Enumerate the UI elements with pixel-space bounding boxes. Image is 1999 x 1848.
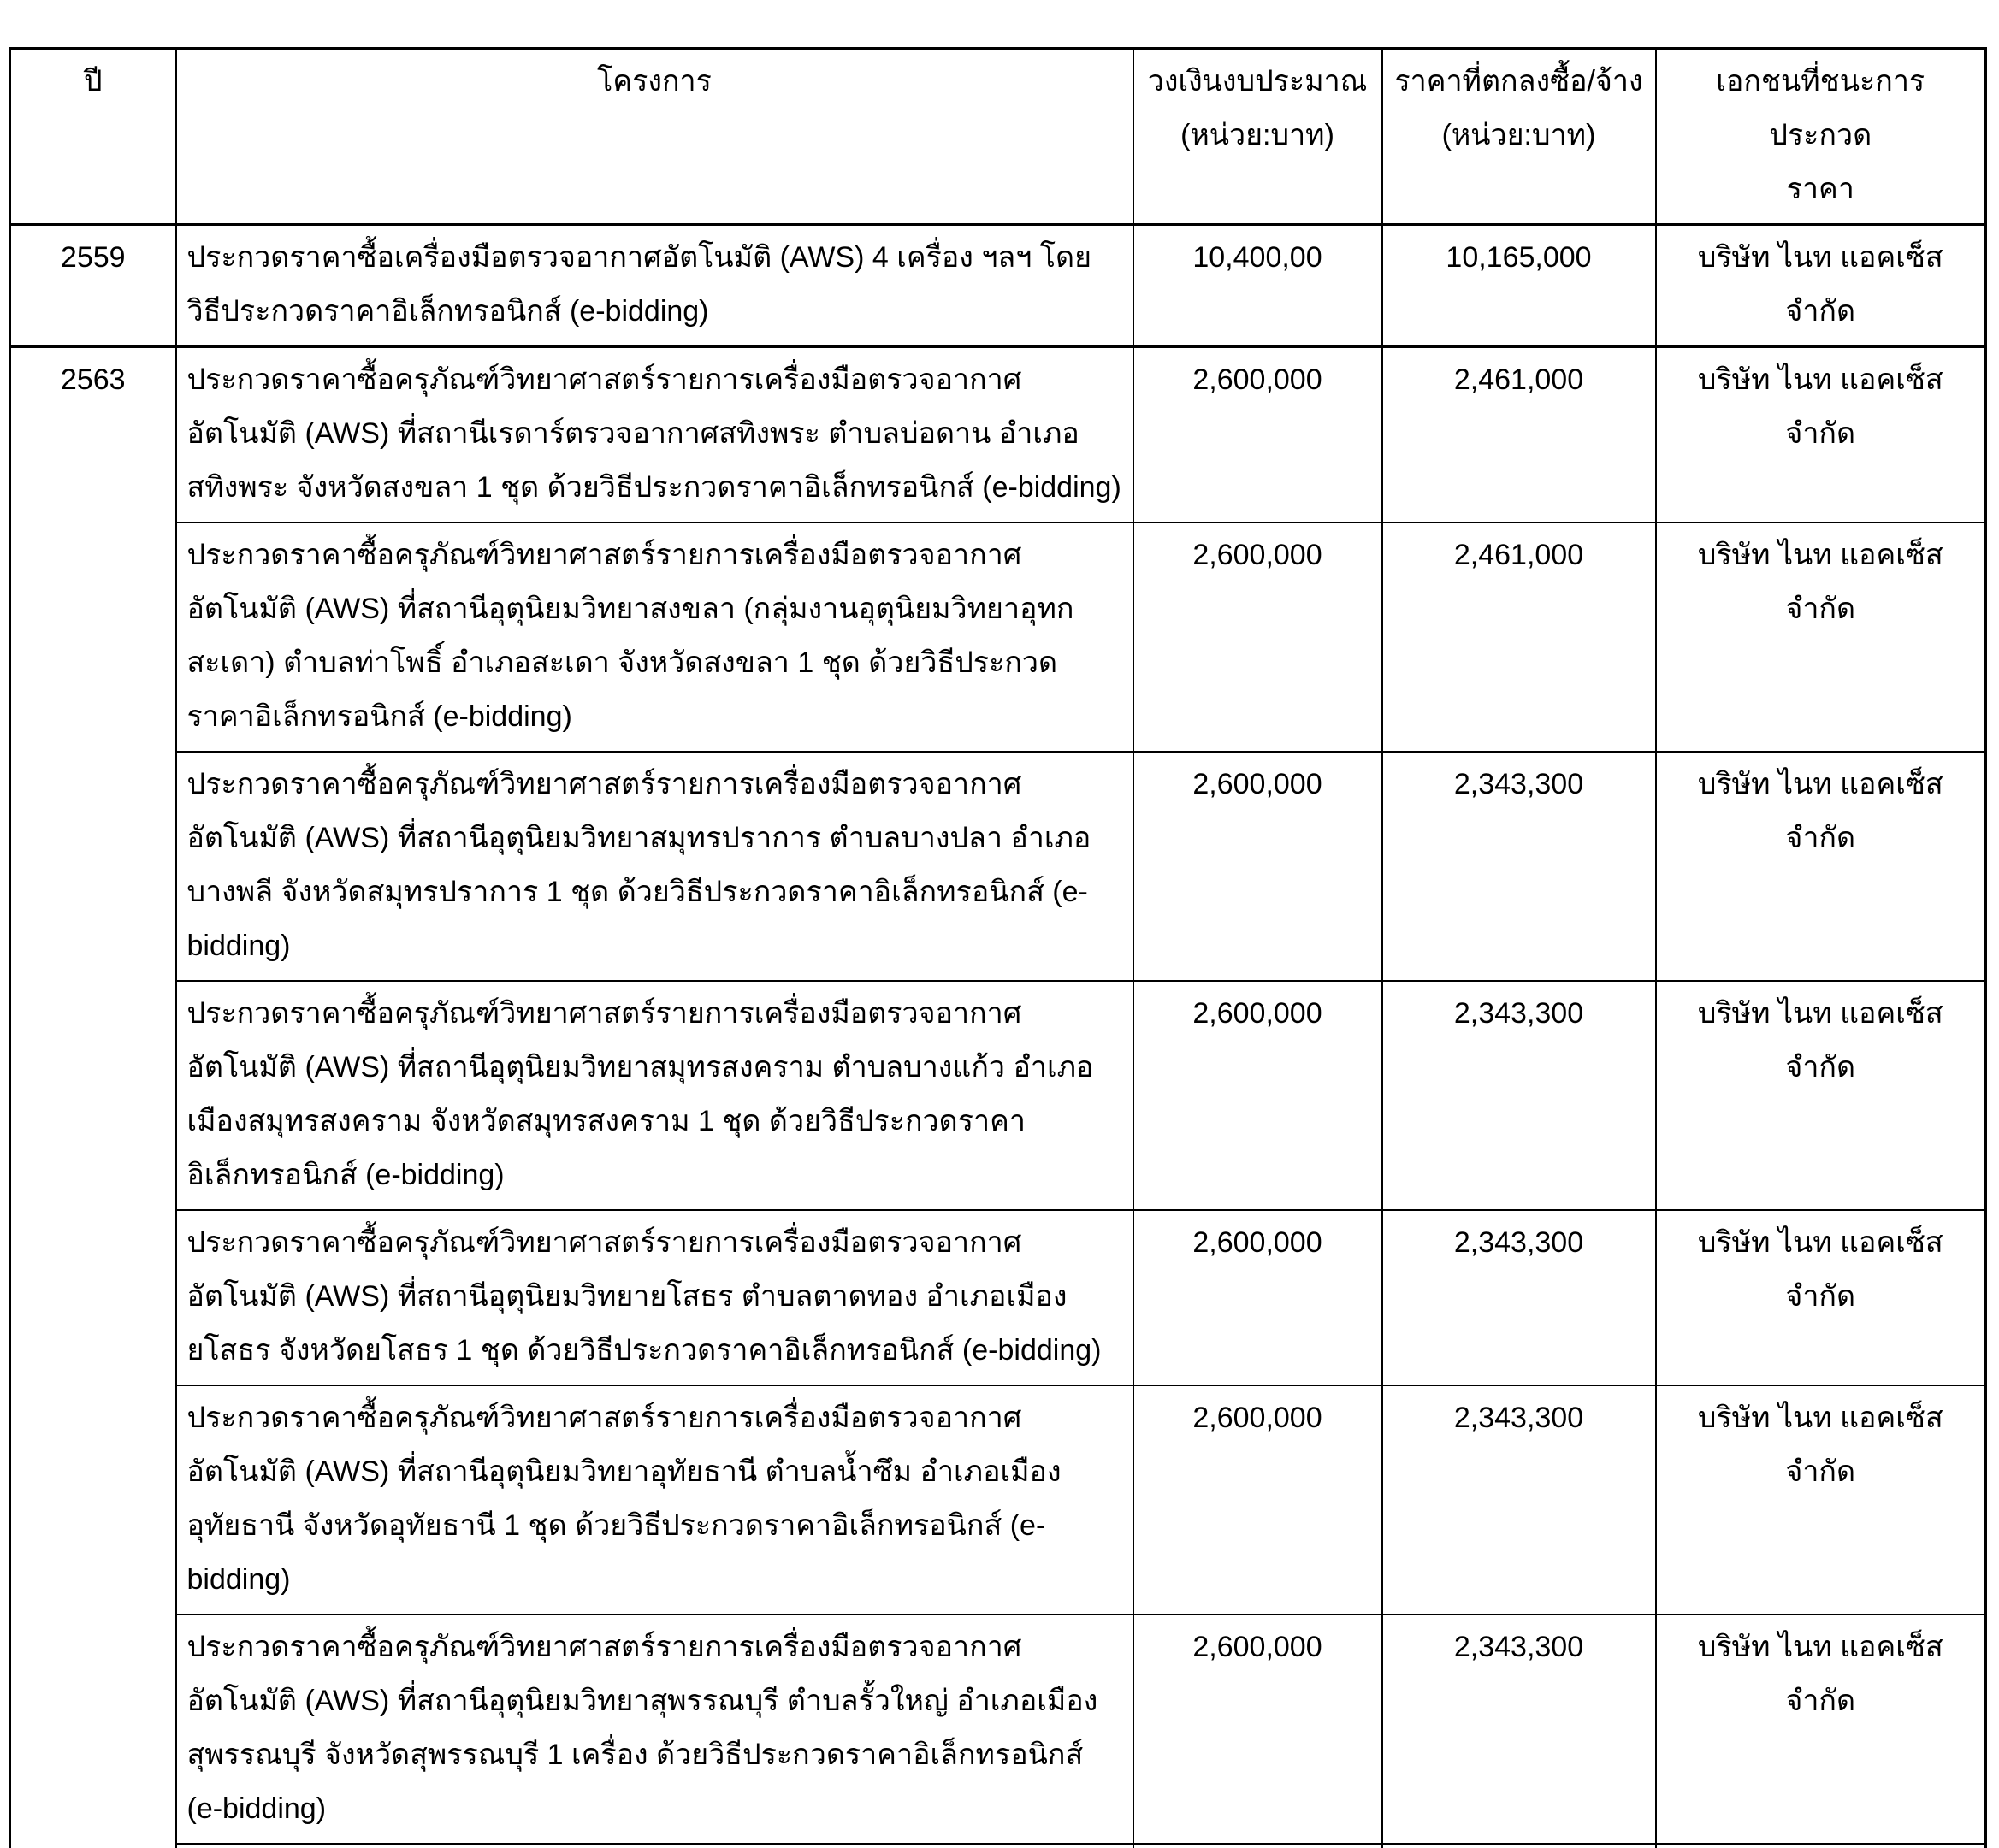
header-budget-line1: วงเงินงบประมาณ <box>1147 65 1368 97</box>
winner-cell: บริษัท ไนท แอคเซ็ส จำกัด <box>1654 1385 1987 1615</box>
project-cell: ประกวดราคาซื้อครุภัณฑ์วิทยาศาสตร์รายการเ… <box>174 1614 1134 1845</box>
winner-cell: บริษัท ไนท แอคเซ็ส จำกัด <box>1654 223 1987 348</box>
header-winner-line2: ราคา <box>1786 173 1854 205</box>
agreed-price-cell: 10,165,000 <box>1381 223 1657 348</box>
header-budget-line2: (หน่วย:บาท) <box>1180 119 1334 151</box>
project-cell: ประกวดราคาซื้อครุภัณฑ์วิทยาศาสตร์รายการเ… <box>174 345 1134 523</box>
procurement-table: ปี โครงการ วงเงินงบประมาณ (หน่วย:บาท) รา… <box>9 47 1987 1848</box>
project-cell: ประกวดราคาซื้อครุภัณฑ์วิทยาศาสตร์รายการเ… <box>174 1843 1134 1848</box>
table-row: ประกวดราคาซื้อครุภัณฑ์วิทยาศาสตร์รายการเ… <box>10 1614 1987 1845</box>
budget-cell: 2,600,000 <box>1132 345 1383 523</box>
header-cell-year: ปี <box>9 47 177 226</box>
budget-cell: 2,600,000 <box>1132 1843 1383 1848</box>
project-cell: ประกวดราคาซื้อครุภัณฑ์วิทยาศาสตร์รายการเ… <box>174 980 1134 1211</box>
table-row: ประกวดราคาซื้อครุภัณฑ์วิทยาศาสตร์รายการเ… <box>10 751 1987 982</box>
agreed-price-cell: 2,343,300 <box>1381 1209 1657 1386</box>
year-cell: 2563 <box>9 345 177 1848</box>
budget-cell: 10,400,00 <box>1132 223 1383 348</box>
project-cell: ประกวดราคาซื้อครุภัณฑ์วิทยาศาสตร์รายการเ… <box>174 1209 1134 1386</box>
table-row: ประกวดราคาซื้อครุภัณฑ์วิทยาศาสตร์รายการเ… <box>10 1385 1987 1615</box>
agreed-price-cell: 2,461,000 <box>1381 522 1657 753</box>
header-agreed-price-line1: ราคาที่ตกลงซื้อ/จ้าง <box>1394 65 1643 97</box>
winner-cell: บริษัท ไนท แอคเซ็ส จำกัด <box>1654 345 1987 523</box>
table-row: 2559 ประกวดราคาซื้อเครื่องมือตรวจอากาศอั… <box>9 223 1987 348</box>
header-project-line1: โครงการ <box>597 65 712 97</box>
header-winner-line1: เอกชนที่ชนะการประกวด <box>1716 65 1925 151</box>
budget-cell: 2,600,000 <box>1132 1385 1383 1615</box>
year-cell: 2559 <box>9 223 177 348</box>
winner-cell: บริษัท ไนท แอคเซ็ส จำกัด <box>1654 751 1987 982</box>
table-row: ประกวดราคาซื้อครุภัณฑ์วิทยาศาสตร์รายการเ… <box>10 980 1987 1211</box>
budget-cell: 2,600,000 <box>1132 1209 1383 1386</box>
table-row: ประกวดราคาซื้อครุภัณฑ์วิทยาศาสตร์รายการเ… <box>10 522 1987 753</box>
agreed-price-cell: 2,343,300 <box>1381 1614 1657 1845</box>
project-cell: ประกวดราคาซื้อเครื่องมือตรวจอากาศอัตโนมั… <box>174 223 1134 348</box>
table-row: ประกวดราคาซื้อครุภัณฑ์วิทยาศาสตร์รายการเ… <box>10 1209 1987 1386</box>
header-cell-project: โครงการ <box>174 47 1134 226</box>
agreed-price-cell: 2,343,300 <box>1381 1385 1657 1615</box>
winner-cell: บริษัท ไนท แอคเซ็ส จำกัด <box>1654 980 1987 1211</box>
table-row: ประกวดราคาซื้อครุภัณฑ์วิทยาศาสตร์รายการเ… <box>10 1843 1987 1848</box>
table-row: 2563 ประกวดราคาซื้อครุภัณฑ์วิทยาศาสตร์รา… <box>9 345 1987 1848</box>
budget-cell: 2,600,000 <box>1132 1614 1383 1845</box>
agreed-price-cell: 2,343,300 <box>1381 1843 1657 1848</box>
winner-cell: บริษัท ไนท แอคเซ็ส จำกัด <box>1654 1843 1987 1848</box>
agreed-price-cell: 2,461,000 <box>1381 345 1657 523</box>
header-agreed-price-line2: (หน่วย:บาท) <box>1441 119 1596 151</box>
budget-cell: 2,600,000 <box>1132 980 1383 1211</box>
header-cell-winner: เอกชนที่ชนะการประกวด ราคา <box>1654 47 1987 226</box>
agreed-price-cell: 2,343,300 <box>1381 980 1657 1211</box>
winner-cell: บริษัท ไนท แอคเซ็ส จำกัด <box>1654 1209 1987 1386</box>
header-cell-agreed-price: ราคาที่ตกลงซื้อ/จ้าง (หน่วย:บาท) <box>1381 47 1657 226</box>
header-row: ปี โครงการ วงเงินงบประมาณ (หน่วย:บาท) รา… <box>9 47 1987 226</box>
budget-cell: 2,600,000 <box>1132 522 1383 753</box>
winner-cell: บริษัท ไนท แอคเซ็ส จำกัด <box>1654 1614 1987 1845</box>
project-cell: ประกวดราคาซื้อครุภัณฑ์วิทยาศาสตร์รายการเ… <box>174 522 1134 753</box>
budget-cell: 2,600,000 <box>1132 751 1383 982</box>
header-cell-budget: วงเงินงบประมาณ (หน่วย:บาท) <box>1132 47 1383 226</box>
agreed-price-cell: 2,343,300 <box>1381 751 1657 982</box>
project-cell: ประกวดราคาซื้อครุภัณฑ์วิทยาศาสตร์รายการเ… <box>174 751 1134 982</box>
header-year-line1: ปี <box>83 65 103 97</box>
project-cell: ประกวดราคาซื้อครุภัณฑ์วิทยาศาสตร์รายการเ… <box>174 1385 1134 1615</box>
winner-cell: บริษัท ไนท แอคเซ็ส จำกัด <box>1654 522 1987 753</box>
